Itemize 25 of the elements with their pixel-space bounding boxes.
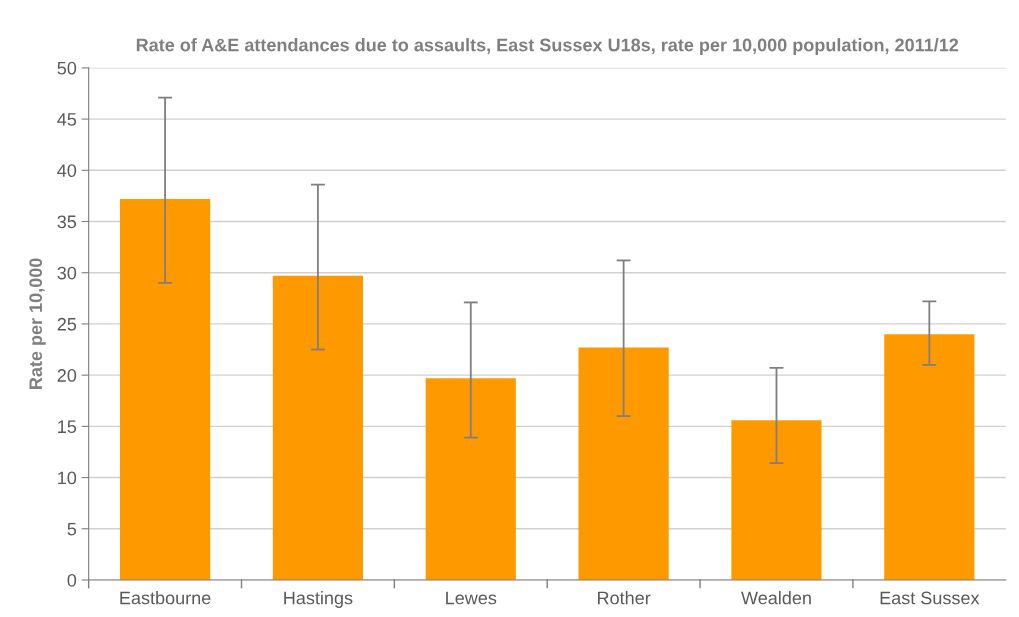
- bar: [425, 378, 516, 580]
- x-tick-label: Hastings: [284, 591, 353, 608]
- y-axis-title: Rate per 10,000: [29, 258, 46, 389]
- bar: [884, 334, 975, 580]
- y-tick-label: 50: [57, 61, 77, 75]
- y-tick-label: 15: [58, 420, 77, 434]
- y-tick-label: 30: [57, 266, 77, 280]
- y-tick-label: 35: [57, 215, 77, 229]
- x-tick-label: East Sussex: [880, 591, 980, 605]
- y-tick-label: 20: [57, 369, 77, 382]
- bar: [578, 347, 669, 580]
- x-tick-label: Rother: [598, 591, 651, 605]
- y-tick-label: 0: [67, 573, 77, 587]
- bar: [272, 275, 364, 580]
- y-tick-label: 40: [57, 164, 77, 178]
- x-tick-label: Eastbourne: [120, 591, 211, 605]
- x-tick-label: Lewes: [446, 591, 497, 605]
- y-tick-label: 45: [57, 113, 77, 126]
- y-tick-label: 25: [57, 317, 77, 331]
- chart-title: Rate of A&E attendances due to assaults, East Sussex U18s, rate per 10,000 population, 2011/12: [136, 38, 959, 55]
- bar: [119, 198, 211, 580]
- y-tick-label: 5: [67, 522, 77, 536]
- bar: [731, 420, 822, 580]
- y-tick-label: 10: [58, 471, 77, 485]
- x-tick-label: Wealden: [741, 591, 811, 605]
